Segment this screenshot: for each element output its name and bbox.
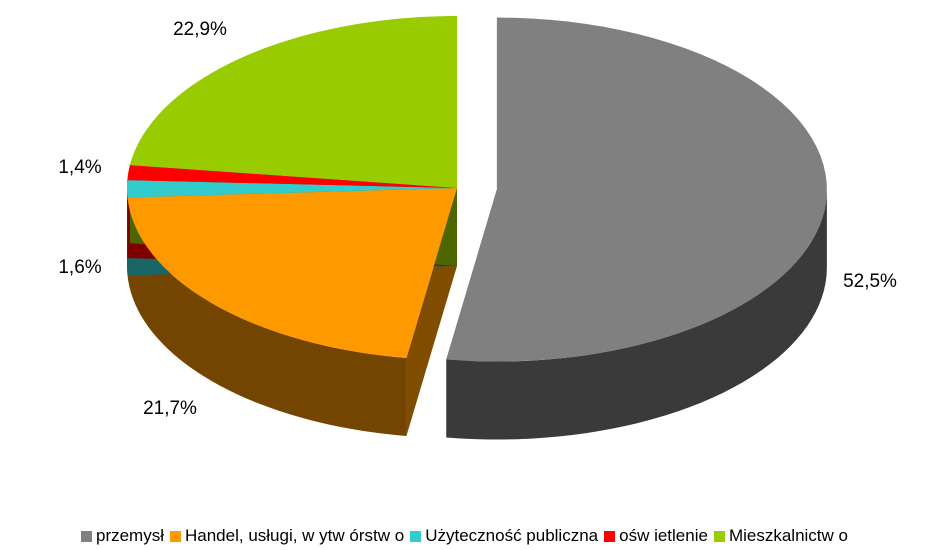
data-label: 52,5% — [843, 271, 897, 292]
legend-item: Użyteczność publiczna — [410, 526, 598, 546]
pie-chart: 52,5% 21,7% 1,6% 1,4% 22,9% — [58, 16, 897, 440]
data-label: 1,6% — [58, 257, 101, 278]
legend-swatch — [410, 530, 422, 542]
legend-swatch — [170, 530, 181, 542]
slice — [129, 16, 458, 188]
slice — [127, 180, 458, 198]
legend-label: przemysł — [95, 526, 164, 545]
data-label: 1,4% — [58, 157, 101, 178]
legend-swatch — [604, 530, 616, 542]
legend-swatch — [713, 530, 725, 542]
legend-label: ośw ietlenie — [619, 526, 708, 545]
legend-label: Handel, usługi, w ytw órstw o — [185, 526, 405, 545]
slice-side — [127, 197, 407, 436]
slice-tops — [127, 16, 827, 362]
data-label: 22,9% — [173, 19, 227, 40]
legend-label: Użyteczność publiczna — [425, 526, 599, 545]
legend-item: ośw ietlenie — [604, 526, 708, 546]
legend-label: Mieszkalnictw o — [728, 526, 848, 545]
data-label: 21,7% — [143, 398, 197, 419]
legend: przemysł Handel, usługi, w ytw órstw o Uży… — [0, 526, 929, 546]
slice — [446, 17, 827, 362]
legend-item: Handel, usługi, w ytw órstw o — [170, 526, 404, 546]
slice — [127, 188, 457, 358]
legend-item: Mieszkalnictw o — [713, 526, 848, 546]
slice — [127, 165, 457, 188]
slice-side — [446, 189, 827, 440]
legend-swatch — [80, 530, 92, 542]
legend-item: przemysł — [80, 526, 164, 546]
